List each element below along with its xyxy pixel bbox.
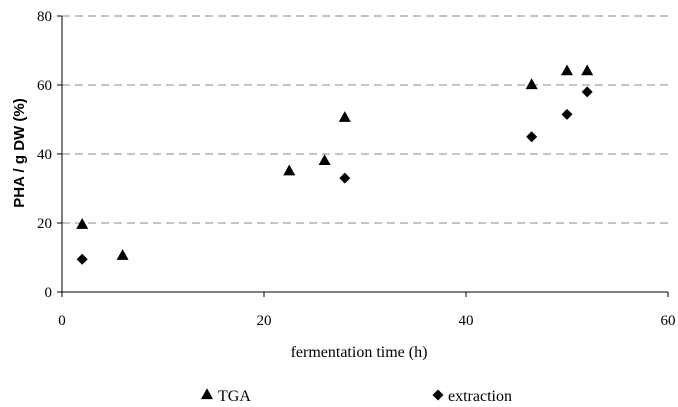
y-tick-label: 60	[37, 78, 52, 94]
y-axis-title: PHA / g DW (%)	[11, 98, 28, 207]
extraction-data-point	[76, 253, 88, 265]
TGA-data-point	[581, 64, 594, 76]
TGA-data-point	[116, 249, 129, 260]
axes	[57, 15, 669, 297]
y-tick-label: 0	[45, 285, 53, 301]
legend-label-extraction: extraction	[448, 388, 512, 405]
extraction-data-point	[526, 131, 538, 143]
x-axis-title: fermentation time (h)	[291, 344, 428, 361]
TGA-data-point	[561, 64, 573, 76]
tick-labels: 0 20 40 60 80 0 20 40 60	[37, 9, 676, 329]
gridlines	[62, 15, 668, 224]
y-tick-label: 20	[37, 216, 52, 232]
x-tick-label: 60	[661, 313, 676, 329]
TGA-data-point	[318, 154, 331, 166]
TGA-data-point	[283, 164, 296, 176]
data-points	[76, 64, 594, 265]
y-tick-label: 40	[37, 147, 52, 163]
x-tick-label: 0	[58, 313, 66, 329]
legend-label-TGA: TGA	[218, 388, 251, 405]
x-tick-label: 40	[459, 313, 474, 329]
legend-marker-extraction	[432, 389, 444, 401]
legend-marker-TGA	[201, 388, 213, 400]
x-tick-label: 20	[257, 313, 272, 329]
legend: TGA extraction	[201, 388, 512, 405]
extraction-data-point	[561, 108, 573, 120]
extraction-data-point	[339, 172, 351, 184]
y-tick-label: 80	[37, 9, 52, 25]
TGA-data-point	[338, 111, 351, 122]
extraction-data-point	[581, 86, 593, 98]
TGA-data-point	[76, 218, 89, 229]
TGA-data-point	[525, 78, 538, 90]
